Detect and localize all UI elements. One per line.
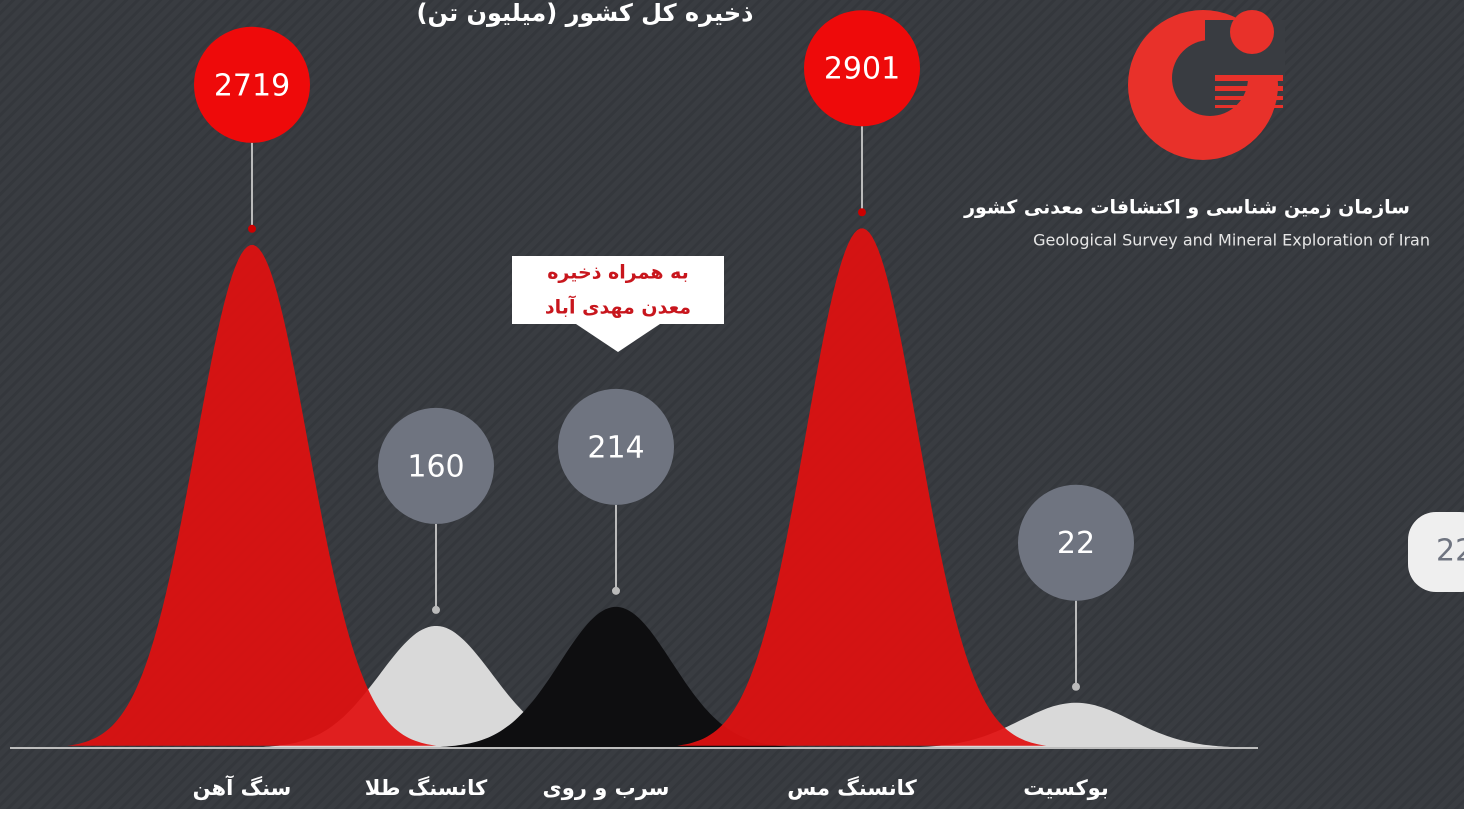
value-bubble bbox=[804, 10, 920, 127]
x-tick-label: سنگ آهن bbox=[193, 775, 292, 800]
value-bubble bbox=[1018, 484, 1134, 601]
x-tick-label: سرب و روی bbox=[543, 776, 670, 800]
value-bubble bbox=[558, 388, 674, 505]
value-label: 2901 bbox=[824, 52, 900, 87]
side-badge-text: 22 bbox=[1436, 534, 1464, 569]
callout-line: معدن مهدی آباد bbox=[545, 295, 691, 319]
value-bubble bbox=[378, 407, 494, 524]
stem-dot bbox=[432, 605, 440, 614]
bell bbox=[677, 228, 1047, 746]
value-label: 22 bbox=[1057, 526, 1095, 561]
value-label: 214 bbox=[587, 430, 644, 465]
x-tick-label: کانسنگ مس bbox=[787, 775, 917, 800]
logo bbox=[1128, 10, 1285, 160]
bell bbox=[67, 244, 437, 746]
x-tick-label: بوکسیت bbox=[1023, 776, 1108, 800]
value-label: 160 bbox=[407, 449, 464, 484]
bell bbox=[431, 606, 801, 748]
callout-line: به همراه ذخیره bbox=[547, 262, 689, 284]
value-bubble bbox=[194, 26, 310, 143]
side-badge bbox=[1408, 512, 1464, 592]
stem-dot bbox=[858, 208, 866, 217]
org-name-en: Geological Survey and Mineral Exploratio… bbox=[1033, 231, 1430, 250]
stem-dot bbox=[248, 224, 256, 233]
value-label: 2719 bbox=[214, 68, 290, 103]
chart-title: ذخیره کل کشور (میلیون تن) bbox=[417, 0, 754, 27]
stem-dot bbox=[1072, 682, 1080, 691]
org-name-fa: سازمان زمین شناسی و اکتشافات معدنی کشور bbox=[963, 197, 1410, 219]
callout: به همراه ذخیره معدن مهدی آباد bbox=[512, 256, 724, 352]
x-tick-label: کانسنگ طلا bbox=[365, 775, 488, 800]
stem-dot bbox=[612, 586, 620, 595]
